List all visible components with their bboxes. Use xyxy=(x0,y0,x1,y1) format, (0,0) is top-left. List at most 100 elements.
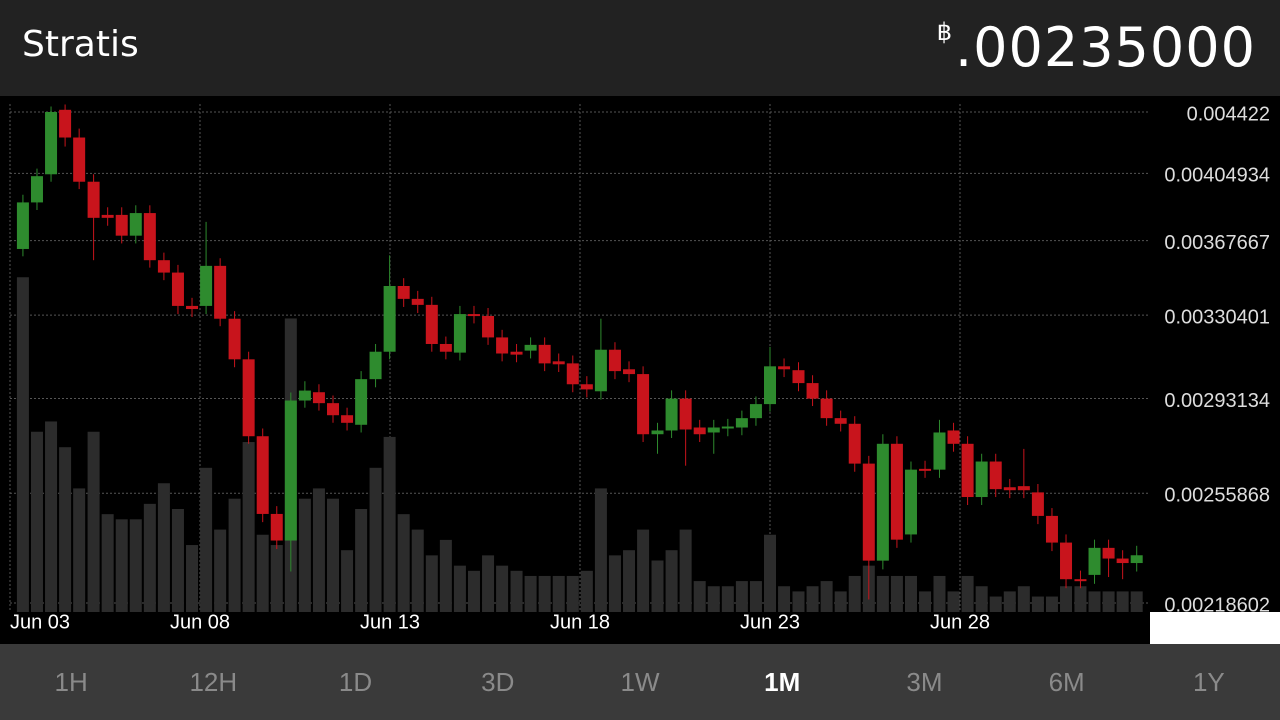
candle-body xyxy=(45,112,58,175)
volume-bar xyxy=(594,488,607,612)
volume-bar xyxy=(200,467,213,612)
volume-bar xyxy=(327,498,339,612)
volume-bar xyxy=(876,575,889,612)
tab[interactable]: 1W xyxy=(620,667,660,697)
tab[interactable]: 1M xyxy=(764,667,801,697)
candle-body xyxy=(693,427,706,435)
candle-body xyxy=(1060,542,1073,580)
x-tick-label: Jun 23 xyxy=(740,611,800,633)
candle-body xyxy=(298,390,311,401)
price: ฿.00235000 xyxy=(937,16,1256,79)
candle-body xyxy=(129,213,142,236)
volume-bar xyxy=(665,550,678,612)
candle-body xyxy=(284,400,297,541)
candle-body xyxy=(735,418,748,428)
volume-bar xyxy=(411,529,424,612)
volume-bar xyxy=(157,483,170,612)
candle-body xyxy=(256,436,269,514)
volume-bar xyxy=(792,591,805,612)
candle-body xyxy=(637,374,650,435)
x-tick-label: Jun 03 xyxy=(10,611,70,633)
tab[interactable]: 3M xyxy=(906,667,943,697)
tab[interactable]: 3D xyxy=(481,667,515,697)
volume-bar xyxy=(1088,591,1101,612)
candle-body xyxy=(157,260,170,273)
volume-bar xyxy=(256,534,269,612)
candle-body xyxy=(524,344,537,351)
volume-bar xyxy=(651,560,664,612)
volume-bar xyxy=(566,575,579,612)
candle-body xyxy=(608,349,621,372)
candle-body xyxy=(707,427,720,433)
candle-body xyxy=(764,366,776,405)
candle-body xyxy=(594,349,607,392)
candle-body xyxy=(1074,579,1087,582)
y-tick-label: 0.004422 xyxy=(1187,103,1270,125)
candle-body xyxy=(467,314,480,317)
volume-bar xyxy=(538,575,551,612)
candle-body xyxy=(623,369,636,375)
volume-bar xyxy=(129,519,142,612)
volume-bar xyxy=(749,581,762,612)
candle-body xyxy=(580,384,593,390)
candle-body xyxy=(482,315,495,338)
volume-bar xyxy=(1031,596,1044,612)
y-tick-label: 0.00330401 xyxy=(1164,306,1270,328)
volume-bar xyxy=(341,550,354,612)
candle-body xyxy=(1003,487,1016,491)
candle-body xyxy=(820,398,833,419)
candle-body xyxy=(453,314,466,353)
volume-bar xyxy=(73,488,86,612)
y-tick-label: 0.00293134 xyxy=(1164,390,1270,412)
candle-body xyxy=(439,343,452,352)
volume-bar xyxy=(848,575,861,612)
candle-body xyxy=(749,404,762,419)
y-tick-label: 0.00367667 xyxy=(1164,232,1270,254)
volume-bar xyxy=(778,586,791,612)
currency-symbol: ฿ xyxy=(936,18,953,46)
candle-body xyxy=(355,379,368,425)
x-tick-label: Jun 08 xyxy=(170,611,230,633)
candle-body xyxy=(228,318,241,360)
volume-bar xyxy=(425,555,438,612)
tab[interactable]: 6M xyxy=(1048,667,1085,697)
x-tick-label: Jun 28 xyxy=(930,611,990,633)
volume-bar xyxy=(623,550,636,612)
blank-box xyxy=(1150,612,1280,644)
tab[interactable]: 1H xyxy=(54,667,88,697)
candle-body xyxy=(1031,492,1044,516)
tab[interactable]: 12H xyxy=(189,667,238,697)
candle-body xyxy=(327,403,339,416)
candle-body xyxy=(862,463,875,561)
volume-bar xyxy=(580,570,593,612)
candle-body xyxy=(904,469,917,535)
candle-body xyxy=(679,398,692,430)
x-tick-label: Jun 18 xyxy=(550,611,610,633)
candle-body xyxy=(538,344,551,364)
candle-body xyxy=(143,213,156,261)
candle-body xyxy=(73,137,86,182)
candle-body xyxy=(115,214,128,236)
volume-bar xyxy=(228,498,241,612)
chart: Jun 03 Jun 08 Jun 13 Jun 18 Jun 23 Jun 28 0.00… xyxy=(9,103,1270,633)
volume-bar xyxy=(482,555,495,612)
volume-bar xyxy=(510,570,523,612)
volume-bar xyxy=(947,591,960,612)
tab[interactable]: 1Y xyxy=(1192,667,1225,697)
candle-body xyxy=(425,304,438,344)
volume-bar xyxy=(707,586,720,612)
volume-bar xyxy=(16,277,29,612)
candle-body xyxy=(171,272,184,306)
volume-bar xyxy=(608,555,621,612)
volume-bar xyxy=(171,509,184,612)
volume-bar xyxy=(989,596,1002,612)
candle-body xyxy=(552,361,565,365)
candle-body xyxy=(834,418,847,424)
candle-body xyxy=(919,468,932,471)
candle-body xyxy=(397,286,410,299)
tab[interactable]: 1D xyxy=(338,667,373,697)
volume-bar xyxy=(904,575,917,612)
y-tick-label: 0.00255868 xyxy=(1164,485,1270,507)
volume-bar xyxy=(1017,586,1030,612)
